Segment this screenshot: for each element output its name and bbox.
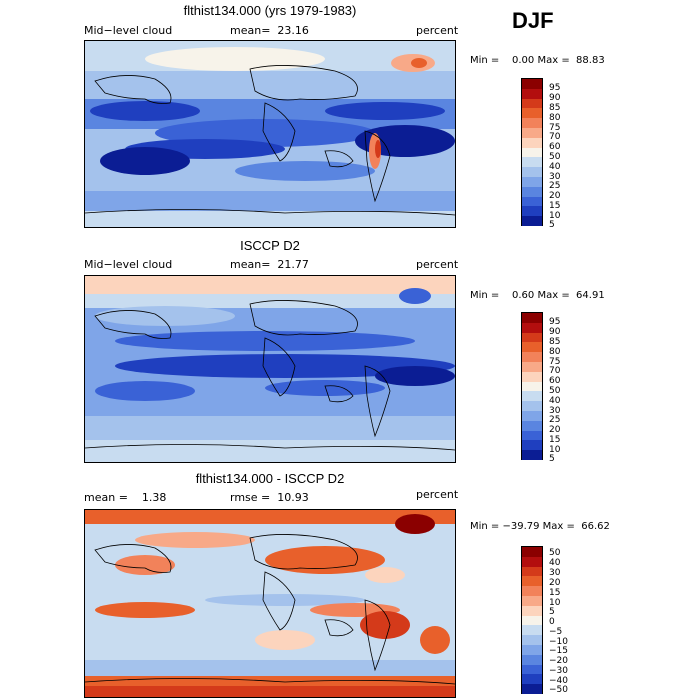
panel-2-map xyxy=(84,275,456,463)
panel-2-colorbar-tick: 5 xyxy=(549,454,555,464)
panel-1-colorbar-tick: 10 xyxy=(549,211,561,221)
panel-2-colorbar-tick: 50 xyxy=(549,386,561,396)
panel-3-colorbar-tick: 40 xyxy=(549,558,561,568)
panel-1-colorbar-tick: 80 xyxy=(549,113,561,123)
panel-2-colorbar-tick: 25 xyxy=(549,415,561,425)
panel-2-minmax: Min = 0.60 Max = 64.91 xyxy=(470,290,605,301)
panel-1-colorbar-tick: 75 xyxy=(549,123,561,133)
panel-1-minmax: Min = 0.00 Max = 88.83 xyxy=(470,55,605,66)
panel-2-units-label: percent xyxy=(416,258,459,271)
panel-3-colorbar-tick: 50 xyxy=(549,548,561,558)
panel-2-colorbar-tick: 95 xyxy=(549,317,561,327)
panel-3-mean-label: mean = 1.38 xyxy=(84,491,167,504)
panel-1-variable-label: Mid−level cloud xyxy=(84,24,173,37)
panel-3-title: flthist134.000 - ISCCP D2 xyxy=(195,471,345,486)
panel-1-colorbar-tick: 40 xyxy=(549,162,561,172)
panel-1-colorbar-tick: 50 xyxy=(549,152,561,162)
panel-2-colorbar-tick: 10 xyxy=(549,445,561,455)
panel-3-rmse-label: rmse = 10.93 xyxy=(230,491,309,504)
panel-1-mean-label: mean= 23.16 xyxy=(230,24,309,37)
season-label: DJF xyxy=(512,8,554,33)
panel-1-colorbar-tick: 5 xyxy=(549,220,555,230)
panel-1-colorbar-tick: 95 xyxy=(549,83,561,93)
panel-3-colorbar-tick: 20 xyxy=(549,578,561,588)
panel-3-colorbar-tick: 15 xyxy=(549,588,561,598)
panel-1-units-label: percent xyxy=(416,24,459,37)
panel-2-mean-label: mean= 21.77 xyxy=(230,258,309,271)
panel-2-variable-label: Mid−level cloud xyxy=(84,258,173,271)
panel-3-minmax: Min = −39.79 Max = 66.62 xyxy=(470,521,610,532)
panel-3-colorbar-tick: −30 xyxy=(549,666,568,676)
panel-2-colorbar-tick: 60 xyxy=(549,376,561,386)
panel-1-colorbar-tick: 30 xyxy=(549,172,561,182)
panel-3-colorbar-tick: −20 xyxy=(549,656,568,666)
panel-1-colorbar-tick: 90 xyxy=(549,93,561,103)
panel-3-colorbar-tick: 0 xyxy=(549,617,555,627)
panel-1-colorbar-tick: 85 xyxy=(549,103,561,113)
panel-3-colorbar-tick: −40 xyxy=(549,676,568,686)
panel-1-title: flthist134.000 (yrs 1979-1983) xyxy=(183,3,357,18)
panel-1-colorbar-tick: 20 xyxy=(549,191,561,201)
panel-1-colorbar-tick: 25 xyxy=(549,181,561,191)
panel-2-colorbar-tick: 30 xyxy=(549,406,561,416)
panel-3-colorbar-tick: 5 xyxy=(549,607,555,617)
panel-2-colorbar-tick: 80 xyxy=(549,347,561,357)
panel-3-colorbar-tick: −5 xyxy=(549,627,563,637)
panel-3-colorbar-tick: −50 xyxy=(549,685,568,695)
panel-1-colorbar-tick: 15 xyxy=(549,201,561,211)
panel-3-colorbar xyxy=(521,546,543,694)
panel-3-map xyxy=(84,509,456,698)
panel-2-colorbar-tick: 75 xyxy=(549,357,561,367)
panel-2-colorbar-tick: 70 xyxy=(549,366,561,376)
panel-3-units-label: percent xyxy=(416,488,459,501)
panel-2-colorbar-tick: 15 xyxy=(549,435,561,445)
panel-2-colorbar xyxy=(521,312,543,460)
panel-1-colorbar-tick: 70 xyxy=(549,132,561,142)
panel-3-colorbar-tick: −10 xyxy=(549,637,568,647)
panel-3-colorbar-tick: −15 xyxy=(549,646,568,656)
panel-3-colorbar-tick: 10 xyxy=(549,598,561,608)
panel-1-colorbar xyxy=(521,78,543,226)
panel-1-colorbar-tick: 60 xyxy=(549,142,561,152)
panel-2-colorbar-tick: 85 xyxy=(549,337,561,347)
panel-2-colorbar-tick: 90 xyxy=(549,327,561,337)
panel-2-colorbar-tick: 40 xyxy=(549,396,561,406)
panel-3-colorbar-tick: 30 xyxy=(549,568,561,578)
panel-2-colorbar-tick: 20 xyxy=(549,425,561,435)
panel-2-title: ISCCP D2 xyxy=(240,238,300,253)
panel-1-map xyxy=(84,40,456,228)
